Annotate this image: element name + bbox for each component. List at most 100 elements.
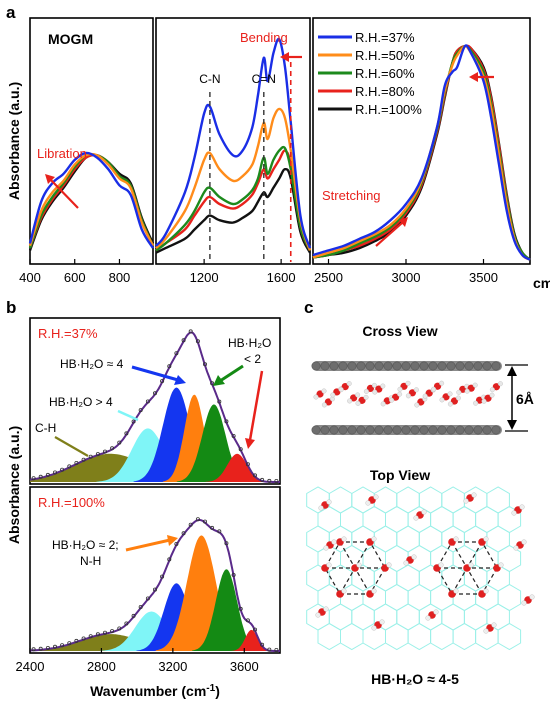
hydrogen-atom (326, 499, 332, 505)
hydrogen-atom (397, 386, 403, 392)
hydrogen-atom (425, 615, 431, 621)
hydrogen-atom (380, 401, 386, 407)
carbon-atom (356, 361, 366, 371)
data-point (88, 454, 93, 459)
oxygen-atom (467, 384, 475, 392)
xtick-label-a2-0: 1200 (190, 270, 219, 285)
hydrogen-atom (371, 536, 377, 542)
label-hb-eq2: HB·H₂O ≈ 2; (52, 538, 119, 552)
xtick-label-a3-1: 3000 (392, 270, 421, 285)
data-point (110, 629, 115, 634)
libration-arrow-head (45, 174, 55, 184)
legend-label-rh60: R.H.=60% (355, 66, 415, 81)
oxygen-atom (450, 397, 458, 405)
hydrogen-atom (411, 554, 417, 560)
data-point (45, 646, 50, 651)
data-point (74, 638, 79, 643)
hydrogen-atom (483, 588, 489, 594)
series-line-a2-rh100 (155, 167, 312, 254)
hydrogen-atom (422, 393, 428, 399)
hydrogen-atom (315, 612, 321, 618)
oxygen-atom (333, 388, 341, 396)
hydrogen-atom (438, 562, 444, 568)
oxygen-atom (392, 393, 400, 401)
arrow-hb-eq4 (131, 365, 179, 382)
carbon-atom (419, 361, 429, 371)
hydrogen-atom (405, 393, 411, 399)
data-point (60, 467, 65, 472)
panel-letter-b: b (6, 298, 16, 317)
hydrogen-atom (455, 395, 461, 401)
oxygen-atom (316, 390, 324, 398)
carbon-atom (365, 361, 375, 371)
data-point (181, 531, 186, 536)
hydrogen-atom (497, 381, 503, 387)
hydrogen-atom (403, 560, 409, 566)
data-point (202, 362, 207, 367)
legend-label-rh100: R.H.=100% (355, 102, 422, 117)
hydrogen-atom (489, 387, 495, 393)
oxygen-atom (492, 383, 500, 391)
data-point (31, 476, 36, 481)
hydrogen-atom (371, 382, 377, 388)
hydrogen-atom (447, 391, 453, 397)
data-point (81, 636, 86, 641)
legend-label-rh80: R.H.=80% (355, 84, 415, 99)
series-line-a3-rh50 (312, 44, 531, 261)
carbon-atom (482, 425, 492, 435)
stretching-arrow-shaft (375, 221, 404, 247)
hydrogen-atom (330, 392, 336, 398)
carbon-atom (338, 361, 348, 371)
spacing-arrow-head-top (507, 366, 517, 376)
data-point (152, 391, 157, 396)
data-point (231, 573, 236, 578)
envelope-line-b1 (29, 331, 280, 483)
data-point (145, 399, 150, 404)
carbon-atom (356, 425, 366, 435)
ceqn-label: C=N (252, 72, 276, 86)
arrow-head-hb-eq4 (174, 375, 186, 385)
libration-label: Libration (37, 146, 87, 161)
data-point (260, 477, 265, 482)
top-view-lattice (306, 486, 522, 651)
lattice-hexagon (497, 622, 522, 651)
data-point (138, 605, 143, 610)
hydrogen-atom (453, 588, 459, 594)
panel-a3-frame (312, 17, 531, 265)
lattice-hexagon (306, 486, 330, 514)
hydrogen-atom (483, 628, 489, 634)
oxygen-atom (476, 396, 484, 404)
data-point (53, 644, 58, 649)
data-point (103, 449, 108, 454)
hydrogen-atom (521, 539, 527, 545)
series-line-a3-rh37 (312, 44, 531, 261)
data-point (38, 646, 43, 651)
subplot-label-b2: R.H.=100% (38, 495, 105, 510)
lattice-hexagon (407, 622, 432, 651)
carbon-atom (428, 361, 438, 371)
hydrogen-atom (372, 389, 378, 395)
data-point (81, 457, 86, 462)
carbon-atom (455, 361, 465, 371)
carbon-atom (392, 425, 402, 435)
hydrogen-atom (386, 562, 392, 568)
data-point (274, 478, 279, 483)
hydrogen-atom (439, 380, 445, 386)
lattice-hexagon (475, 505, 499, 534)
carbon-atom (410, 361, 420, 371)
hydrogen-atom (414, 402, 420, 408)
hydrogen-atom (397, 391, 403, 397)
data-point (103, 630, 108, 635)
oxygen-atom (366, 384, 374, 393)
carbon-atom (320, 425, 330, 435)
panel-a2-frame (155, 17, 311, 265)
hydrogen-atom (371, 588, 377, 594)
chart-a1: 400 600 800 Libration (19, 146, 155, 285)
xtick-label-a3-0: 2500 (314, 270, 343, 285)
series-line-a1-rh50 (28, 152, 155, 247)
hydrogen-atom (491, 622, 497, 628)
peak-area-b2-0 (30, 634, 208, 651)
hydrogen-atom (483, 536, 489, 542)
a-ylabel: Absorbance (a.u.) (6, 82, 22, 200)
data-point (267, 478, 272, 483)
